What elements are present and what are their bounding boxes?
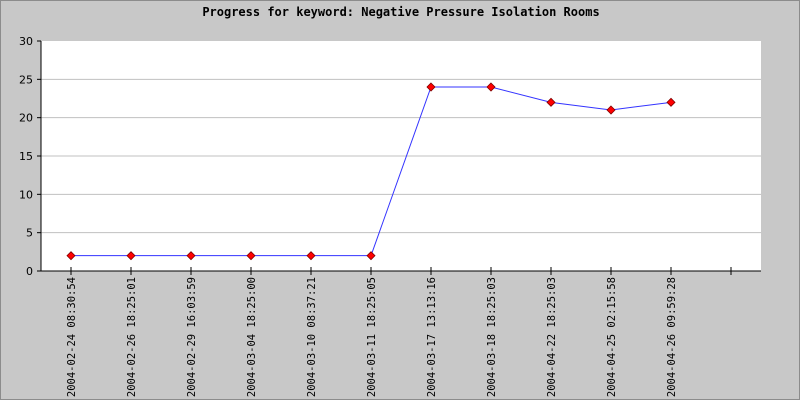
tick-labels: 0 5 10 15 20 25 30 2004-02-24 08:30:54 2004-02-2… [19, 35, 678, 397]
data-point-marker [186, 251, 196, 261]
y-tick-label: 15 [19, 150, 33, 163]
y-tick-label: 20 [19, 112, 33, 125]
x-tick-label: 2004-04-26 09:59:28 [666, 277, 678, 397]
x-tick-label: 2004-03-17 13:13:16 [426, 277, 438, 397]
x-tick-label: 2004-03-11 18:25:05 [366, 277, 378, 397]
x-tick-label: 2004-03-18 18:25:03 [486, 277, 498, 397]
data-point-marker [366, 251, 376, 261]
y-tick-label: 0 [26, 265, 33, 278]
y-tick-label: 10 [19, 188, 33, 201]
data-point-marker [546, 97, 556, 107]
x-tick-label: 2004-04-25 02:15:58 [606, 277, 618, 397]
series [66, 82, 676, 261]
data-point-marker [606, 105, 616, 115]
axes [37, 40, 761, 275]
data-point-marker [666, 97, 676, 107]
data-point-marker [246, 251, 256, 261]
x-tick-label: 2004-03-04 18:25:00 [246, 277, 258, 397]
chart-title: Progress for keyword: Negative Pressure … [202, 5, 600, 19]
data-point-marker [126, 251, 136, 261]
data-point-marker [66, 251, 76, 261]
y-tick-label: 5 [26, 227, 33, 240]
x-tick-label: 2004-04-22 18:25:03 [546, 277, 558, 397]
x-tick-label: 2004-02-29 16:03:59 [186, 277, 198, 397]
data-point-marker [426, 82, 436, 92]
grid-lines [41, 78, 761, 234]
x-tick-label: 2004-02-24 08:30:54 [66, 277, 78, 397]
y-tick-label: 30 [19, 35, 33, 48]
x-tick-label: 2004-03-10 08:37:21 [306, 277, 318, 397]
data-point-marker [306, 251, 316, 261]
x-tick-label: 2004-02-26 18:25:01 [126, 277, 138, 397]
data-point-marker [486, 82, 496, 92]
y-tick-label: 25 [19, 73, 33, 86]
